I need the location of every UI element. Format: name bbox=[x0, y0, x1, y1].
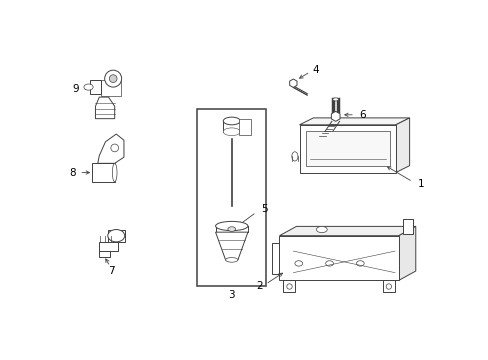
Ellipse shape bbox=[316, 226, 326, 233]
Ellipse shape bbox=[223, 117, 240, 125]
Text: 9: 9 bbox=[73, 84, 79, 94]
Text: 7: 7 bbox=[108, 266, 115, 276]
Polygon shape bbox=[305, 131, 389, 166]
Polygon shape bbox=[107, 230, 124, 242]
Ellipse shape bbox=[104, 70, 122, 87]
Polygon shape bbox=[299, 118, 409, 125]
Polygon shape bbox=[398, 226, 415, 280]
Polygon shape bbox=[98, 134, 123, 163]
Polygon shape bbox=[90, 80, 101, 94]
Ellipse shape bbox=[215, 221, 247, 231]
Polygon shape bbox=[91, 163, 115, 182]
Polygon shape bbox=[238, 120, 250, 135]
Text: 2: 2 bbox=[255, 281, 262, 291]
Polygon shape bbox=[99, 242, 118, 251]
Polygon shape bbox=[271, 243, 279, 274]
Ellipse shape bbox=[291, 152, 297, 161]
Polygon shape bbox=[279, 226, 415, 236]
Ellipse shape bbox=[112, 163, 117, 182]
Polygon shape bbox=[331, 111, 339, 121]
Polygon shape bbox=[383, 280, 394, 292]
Polygon shape bbox=[299, 125, 395, 172]
Ellipse shape bbox=[107, 230, 124, 242]
Text: 4: 4 bbox=[312, 65, 319, 75]
Circle shape bbox=[386, 284, 391, 289]
Polygon shape bbox=[395, 118, 409, 172]
Text: 8: 8 bbox=[69, 167, 76, 177]
Polygon shape bbox=[215, 232, 247, 260]
Ellipse shape bbox=[223, 128, 240, 136]
Polygon shape bbox=[95, 97, 115, 119]
Polygon shape bbox=[279, 236, 398, 280]
Ellipse shape bbox=[109, 75, 117, 82]
Circle shape bbox=[111, 144, 118, 152]
Ellipse shape bbox=[225, 257, 238, 262]
Polygon shape bbox=[289, 79, 296, 87]
Text: 5: 5 bbox=[261, 204, 267, 214]
Text: 3: 3 bbox=[228, 290, 235, 300]
Ellipse shape bbox=[325, 261, 333, 266]
Polygon shape bbox=[197, 109, 266, 286]
Polygon shape bbox=[403, 219, 412, 234]
Ellipse shape bbox=[84, 84, 93, 90]
Ellipse shape bbox=[294, 261, 302, 266]
Ellipse shape bbox=[356, 261, 364, 266]
Text: 1: 1 bbox=[416, 179, 423, 189]
Ellipse shape bbox=[332, 98, 338, 101]
Text: 6: 6 bbox=[358, 110, 365, 120]
Polygon shape bbox=[99, 251, 110, 257]
Polygon shape bbox=[283, 280, 294, 292]
Polygon shape bbox=[101, 80, 121, 95]
Circle shape bbox=[286, 284, 292, 289]
Ellipse shape bbox=[227, 227, 235, 231]
